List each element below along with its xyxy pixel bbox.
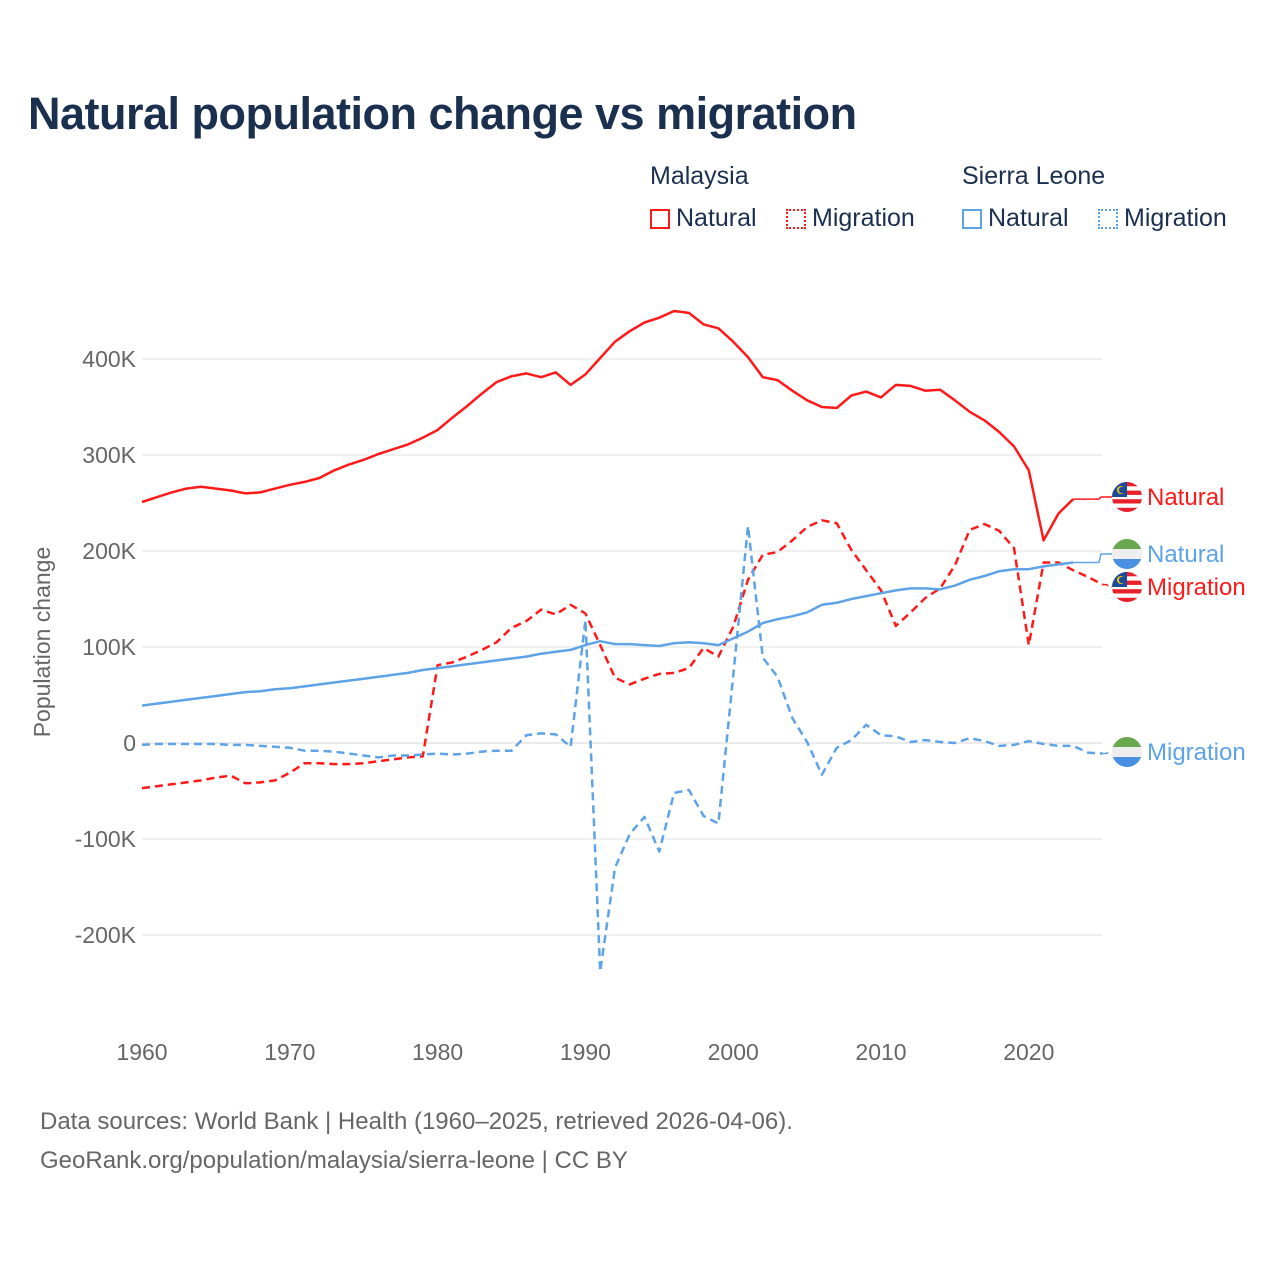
footer-sources: Data sources: World Bank | Health (1960–… bbox=[40, 1108, 793, 1135]
legend-sierra-leone-natural[interactable]: Natural bbox=[962, 204, 1069, 233]
y-tick-label: -100K bbox=[75, 826, 137, 852]
series-end-label: Migration bbox=[1147, 739, 1246, 766]
malaysia-flag-icon bbox=[1112, 572, 1142, 602]
x-tick-label: 1990 bbox=[560, 1039, 611, 1065]
legend-swatch-dotted bbox=[786, 208, 806, 229]
legend-label: Natural bbox=[676, 204, 757, 232]
x-tick-label: 1970 bbox=[264, 1039, 315, 1065]
sierra-leone-flag-icon bbox=[1112, 539, 1142, 569]
x-tick-label: 2000 bbox=[708, 1039, 759, 1065]
series-line-3 bbox=[141, 524, 1103, 973]
label-connector bbox=[1102, 583, 1112, 588]
flag-stripe bbox=[1112, 499, 1142, 504]
flag-white bbox=[1112, 747, 1142, 757]
legend-malaysia-migration[interactable]: Migration bbox=[786, 204, 915, 233]
y-tick-label: 400K bbox=[82, 346, 136, 372]
malaysia-flag-icon bbox=[1112, 482, 1142, 512]
legend-sierra-leone-migration[interactable]: Migration bbox=[1098, 204, 1227, 233]
legend-swatch-dotted bbox=[1098, 208, 1118, 229]
label-connector bbox=[1073, 553, 1112, 564]
chart-title: Natural population change vs migration bbox=[28, 88, 857, 139]
flag-crescent-cut bbox=[1118, 576, 1126, 584]
series-line-2 bbox=[141, 561, 1074, 707]
y-tick-label: 0 bbox=[123, 730, 136, 756]
flag-stripe bbox=[1112, 507, 1142, 512]
series-end-label: Migration bbox=[1147, 574, 1246, 601]
flag-body bbox=[1112, 737, 1142, 767]
x-tick-label: 1960 bbox=[116, 1039, 167, 1065]
y-tick-label: 200K bbox=[82, 538, 136, 564]
legend-swatch-solid bbox=[650, 208, 670, 229]
series-end-label: Natural bbox=[1147, 541, 1224, 568]
flag-body bbox=[1112, 539, 1142, 569]
flag-blue bbox=[1112, 757, 1142, 767]
series-end-label: Natural bbox=[1147, 484, 1224, 511]
y-axis-label: Population change bbox=[29, 547, 55, 738]
legend-group-malaysia: Malaysia bbox=[650, 162, 749, 190]
flag-body bbox=[1112, 482, 1142, 512]
series-line-1 bbox=[141, 519, 1104, 790]
legend-label: Migration bbox=[812, 204, 915, 232]
flag-green bbox=[1112, 539, 1142, 549]
flag-crescent-cut bbox=[1118, 486, 1126, 494]
y-tick-label: 100K bbox=[82, 634, 136, 660]
x-tick-label: 2010 bbox=[855, 1039, 906, 1065]
label-connector bbox=[1073, 496, 1112, 500]
series-line-0 bbox=[141, 309, 1074, 542]
x-tick-label: 1980 bbox=[412, 1039, 463, 1065]
flag-body bbox=[1112, 572, 1142, 602]
flag-blue bbox=[1112, 559, 1142, 569]
sierra-leone-flag-icon bbox=[1112, 737, 1142, 767]
y-tick-label: 300K bbox=[82, 442, 136, 468]
legend-swatch-solid bbox=[962, 208, 982, 229]
legend-group-sierra-leone: Sierra Leone bbox=[962, 162, 1106, 190]
y-tick-label: -200K bbox=[75, 922, 137, 948]
legend-malaysia-natural[interactable]: Natural bbox=[650, 204, 757, 233]
legend-label: Migration bbox=[1124, 204, 1227, 232]
flag-white bbox=[1112, 549, 1142, 559]
legend-label: Natural bbox=[988, 204, 1069, 232]
x-tick-label: 2020 bbox=[1003, 1039, 1054, 1065]
flag-green bbox=[1112, 737, 1142, 747]
label-connector bbox=[1102, 751, 1112, 755]
flag-stripe bbox=[1112, 597, 1142, 602]
footer-url[interactable]: GeoRank.org/population/malaysia/sierra-l… bbox=[40, 1147, 628, 1174]
flag-stripe bbox=[1112, 589, 1142, 594]
